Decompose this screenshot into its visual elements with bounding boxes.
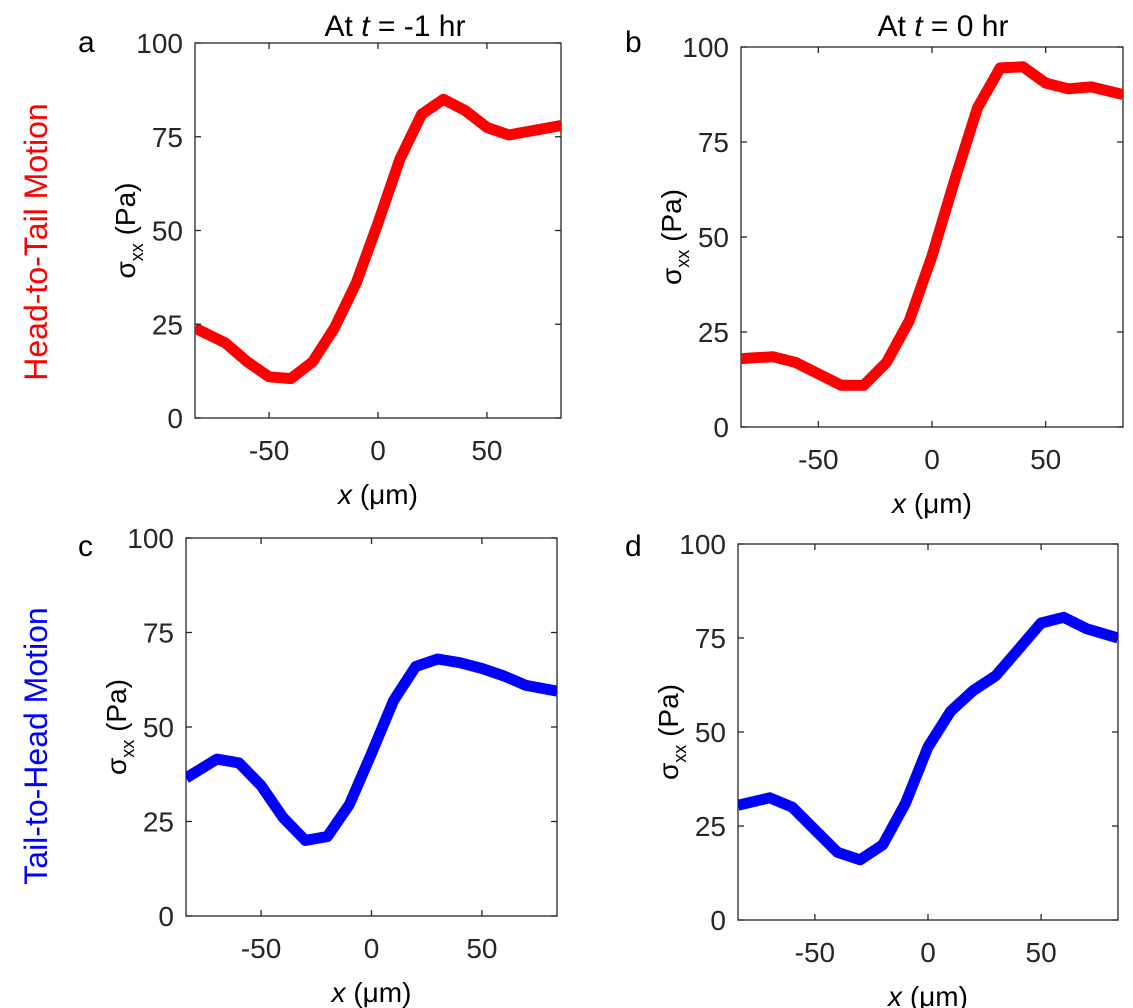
y-axis-label: σxx (Pa) — [653, 684, 690, 780]
y-tick-label: 75 — [698, 127, 729, 158]
column-title-t-0: At t = 0 hr — [878, 10, 1009, 43]
x-axis-label: x (μm) — [890, 488, 972, 519]
x-tick-label: 0 — [920, 937, 936, 968]
y-axis-symbol: σ — [101, 758, 132, 775]
x-tick-label: 0 — [364, 933, 380, 964]
x-axis-variable: x — [330, 977, 347, 1008]
y-axis-subscript: xx — [673, 250, 693, 268]
axes-box — [185, 537, 558, 917]
y-tick-label: 50 — [698, 222, 729, 253]
panel-c: -50 0 50 0 25 50 75 100 σxx (Pa) x (μm) c — [78, 523, 558, 1008]
y-axis-unit: (Pa) — [653, 684, 684, 745]
y-axis-label: σxx (Pa) — [101, 679, 138, 775]
y-axis-symbol: σ — [110, 261, 141, 278]
x-axis-variable: x — [890, 488, 907, 519]
data-line — [738, 611, 1118, 866]
data-line — [741, 61, 1123, 391]
x-axis-unit: (μm) — [902, 981, 968, 1008]
y-tick-label: 50 — [695, 717, 726, 748]
panel-d: -50 0 50 0 25 50 75 100 σxx (Pa) x (μm) d — [625, 529, 1119, 1008]
y-axis-symbol: σ — [653, 763, 684, 780]
y-axis-subscript: xx — [127, 243, 147, 261]
data-line — [195, 93, 561, 385]
y-axis-label: σxx (Pa) — [656, 189, 693, 285]
y-tick-label: 50 — [143, 712, 174, 743]
y-tick-label: 50 — [152, 216, 183, 247]
x-tick-label: -50 — [241, 933, 281, 964]
x-tick-label: 50 — [466, 933, 497, 964]
x-tick-label: -50 — [798, 444, 838, 475]
column-title-t-minus-1: At t = -1 hr — [325, 10, 466, 43]
y-tick-label: 0 — [167, 403, 183, 434]
x-tick-label: -50 — [249, 435, 289, 466]
y-tick-label: 0 — [713, 412, 729, 443]
y-axis-unit: (Pa) — [101, 679, 132, 740]
y-tick-label: 75 — [152, 122, 183, 153]
y-axis-symbol: σ — [656, 268, 687, 285]
y-tick-label: 25 — [695, 811, 726, 842]
y-tick-label: 100 — [679, 529, 726, 560]
x-tick-label: 50 — [1030, 444, 1061, 475]
y-axis-unit: (Pa) — [656, 189, 687, 250]
y-axis-unit: (Pa) — [110, 183, 141, 244]
y-tick-label: 0 — [158, 901, 174, 932]
x-axis-unit: (μm) — [906, 488, 972, 519]
x-axis-label: x (μm) — [330, 977, 412, 1008]
panel-letter: d — [625, 530, 642, 563]
y-tick-label: 25 — [698, 317, 729, 348]
panel-a: -50 0 50 0 25 50 75 100 σxx (Pa) x (μm) a — [78, 26, 562, 510]
x-axis-unit: (μm) — [346, 977, 412, 1008]
panel-letter: a — [78, 26, 95, 59]
y-axis-subscript: xx — [670, 745, 690, 763]
x-axis-variable: x — [886, 981, 903, 1008]
y-tick-label: 25 — [152, 309, 183, 340]
x-tick-label: 0 — [370, 435, 386, 466]
y-tick-label: 25 — [143, 807, 174, 838]
x-axis-label: x (μm) — [886, 981, 968, 1008]
panel-b: -50 0 50 0 25 50 75 100 σxx (Pa) x (μm) b — [625, 26, 1124, 519]
y-axis-label: σxx (Pa) — [110, 183, 147, 279]
y-tick-label: 100 — [136, 28, 183, 59]
y-tick-label: 75 — [695, 623, 726, 654]
panel-letter: c — [78, 530, 93, 563]
x-tick-label: -50 — [795, 937, 835, 968]
x-tick-label: 0 — [924, 444, 940, 475]
y-axis-subscript: xx — [118, 740, 138, 758]
row-label-head-to-tail: Head-to-Tail Motion — [18, 103, 54, 380]
y-tick-label: 100 — [127, 523, 174, 554]
y-tick-label: 75 — [143, 618, 174, 649]
panel-letter: b — [625, 26, 642, 59]
x-axis-label: x (μm) — [336, 479, 418, 510]
x-tick-label: 50 — [1026, 937, 1057, 968]
row-label-tail-to-head: Tail-to-Head Motion — [18, 607, 54, 884]
y-tick-label: 0 — [710, 905, 726, 936]
axes-box — [737, 543, 1119, 921]
x-tick-label: 50 — [471, 435, 502, 466]
x-axis-variable: x — [336, 479, 353, 510]
x-axis-unit: (μm) — [352, 479, 418, 510]
data-line — [186, 653, 557, 846]
y-tick-label: 100 — [682, 32, 729, 63]
